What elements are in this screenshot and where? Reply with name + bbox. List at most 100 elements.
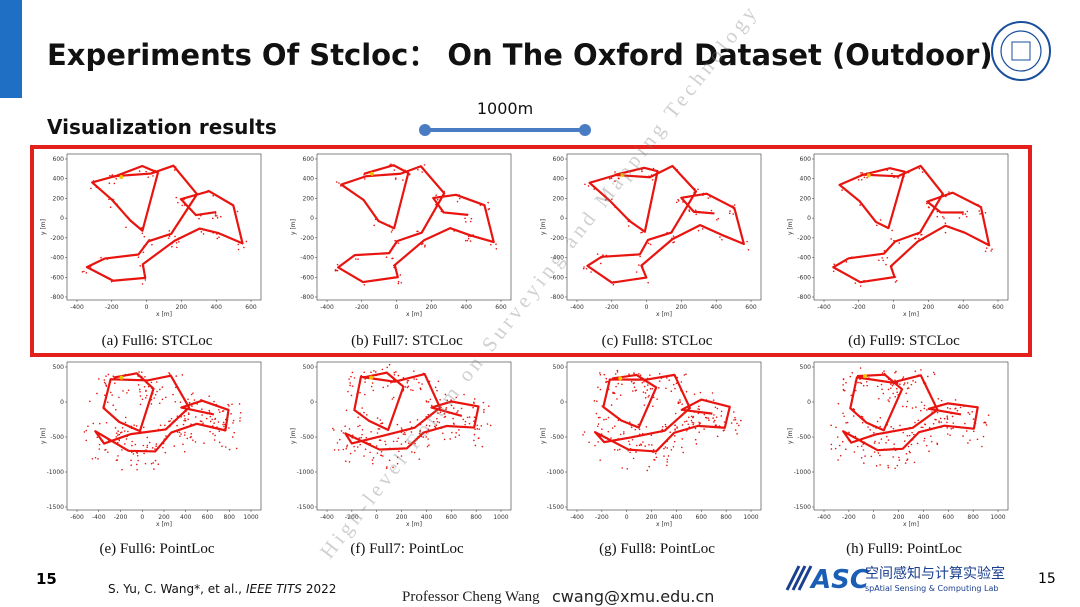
prediction-dot <box>917 419 920 422</box>
x-tick-label: 600 <box>495 304 507 311</box>
prediction-dot <box>469 220 472 223</box>
prediction-dot <box>395 242 397 245</box>
prediction-dot <box>87 425 89 428</box>
prediction-dot <box>956 409 959 412</box>
prediction-dot <box>645 379 648 381</box>
prediction-dot <box>652 451 654 454</box>
x-tick-label: -400 <box>570 514 584 521</box>
prediction-dot <box>117 434 119 436</box>
prediction-dot <box>862 418 865 420</box>
prediction-dot <box>596 425 599 428</box>
trajectory <box>593 373 731 453</box>
y-tick-label: 0 <box>807 215 811 222</box>
prediction-dot <box>135 463 138 466</box>
prediction-dot <box>658 373 661 375</box>
prediction-dot <box>199 214 202 217</box>
prediction-dot <box>409 444 412 447</box>
prediction-dot <box>416 423 419 426</box>
prediction-dot <box>946 407 949 409</box>
prediction-dot <box>663 447 665 450</box>
prediction-dot <box>430 404 433 407</box>
prediction-dot <box>390 231 393 233</box>
prediction-dot <box>903 382 906 384</box>
prediction-dot <box>672 383 675 386</box>
prediction-dot <box>946 421 948 424</box>
prediction-dot <box>392 396 395 399</box>
y-tick-label: -500 <box>797 434 811 441</box>
y-tick-label: 0 <box>807 399 811 406</box>
prediction-dot <box>474 428 476 431</box>
prediction-dot <box>962 213 964 216</box>
accent-bar <box>0 0 22 98</box>
prediction-dot <box>224 446 227 448</box>
prediction-dot <box>987 243 989 246</box>
prediction-dot <box>894 467 896 470</box>
prediction-dot <box>694 209 697 212</box>
prediction-dot <box>651 387 654 390</box>
prediction-dot <box>191 402 193 405</box>
prediction-dot <box>732 213 734 215</box>
prediction-dot <box>889 397 891 399</box>
prediction-dot <box>402 389 405 392</box>
panel: -400 -200 0 200 400 600 800 1000 500 0 -500 -1000 -1… <box>787 361 1009 557</box>
prediction-dot <box>911 407 914 409</box>
prediction-dot <box>838 444 841 447</box>
prediction-dot <box>213 400 215 403</box>
prediction-dot <box>446 399 449 402</box>
prediction-dot <box>150 381 153 384</box>
prediction-dot <box>702 194 704 197</box>
prediction-dot <box>138 170 141 172</box>
prediction-dot <box>688 426 691 428</box>
prediction-dot <box>196 403 199 405</box>
prediction-dot <box>641 381 644 384</box>
prediction-dot <box>127 389 130 392</box>
prediction-dot <box>488 207 491 210</box>
prediction-dot <box>614 373 617 375</box>
prediction-dot <box>347 390 349 393</box>
prediction-dot <box>854 282 857 284</box>
prediction-dot <box>885 441 887 444</box>
prediction-dot <box>181 374 184 376</box>
prediction-dot <box>458 434 461 436</box>
prediction-dot <box>183 450 186 453</box>
prediction-dot <box>944 222 947 225</box>
y-tick-label: -400 <box>797 255 811 262</box>
plot-frame <box>66 153 262 301</box>
prediction-dot <box>154 393 157 396</box>
prediction-dot <box>963 426 966 429</box>
prediction-dot <box>356 392 358 395</box>
prediction-dot <box>141 424 143 426</box>
prediction-dot <box>438 421 441 424</box>
x-tick-label: 0 <box>625 514 629 521</box>
prediction-dot <box>402 376 405 379</box>
prediction-dot <box>887 378 890 381</box>
prediction-dot <box>115 432 118 435</box>
prediction-dot <box>892 456 894 458</box>
prediction-dot <box>214 417 217 420</box>
prediction-dot <box>677 198 679 201</box>
prediction-dot <box>920 234 922 236</box>
prediction-dot <box>607 416 610 419</box>
prediction-dot <box>679 401 682 403</box>
x-tick-label: 0 <box>395 304 399 311</box>
prediction-dot <box>145 170 147 173</box>
prediction-dot <box>455 396 458 399</box>
prediction-dot <box>174 386 177 389</box>
prediction-dot <box>985 424 988 426</box>
y-tick-label: 0 <box>560 399 564 406</box>
prediction-dot <box>663 455 665 457</box>
prediction-dot <box>600 434 602 437</box>
prediction-dot <box>747 248 750 251</box>
prediction-dot <box>873 451 876 453</box>
prediction-dot <box>943 217 945 219</box>
prediction-dot <box>368 442 370 445</box>
prediction-dot <box>387 385 389 387</box>
prediction-dot <box>647 242 650 245</box>
prediction-dot <box>180 433 182 435</box>
prediction-dot <box>915 434 917 436</box>
x-tick-label: 0 <box>145 304 149 311</box>
prediction-dot <box>835 268 838 271</box>
prediction-dot <box>950 412 952 415</box>
prediction-dot <box>857 381 859 384</box>
prediction-dot <box>652 405 654 408</box>
